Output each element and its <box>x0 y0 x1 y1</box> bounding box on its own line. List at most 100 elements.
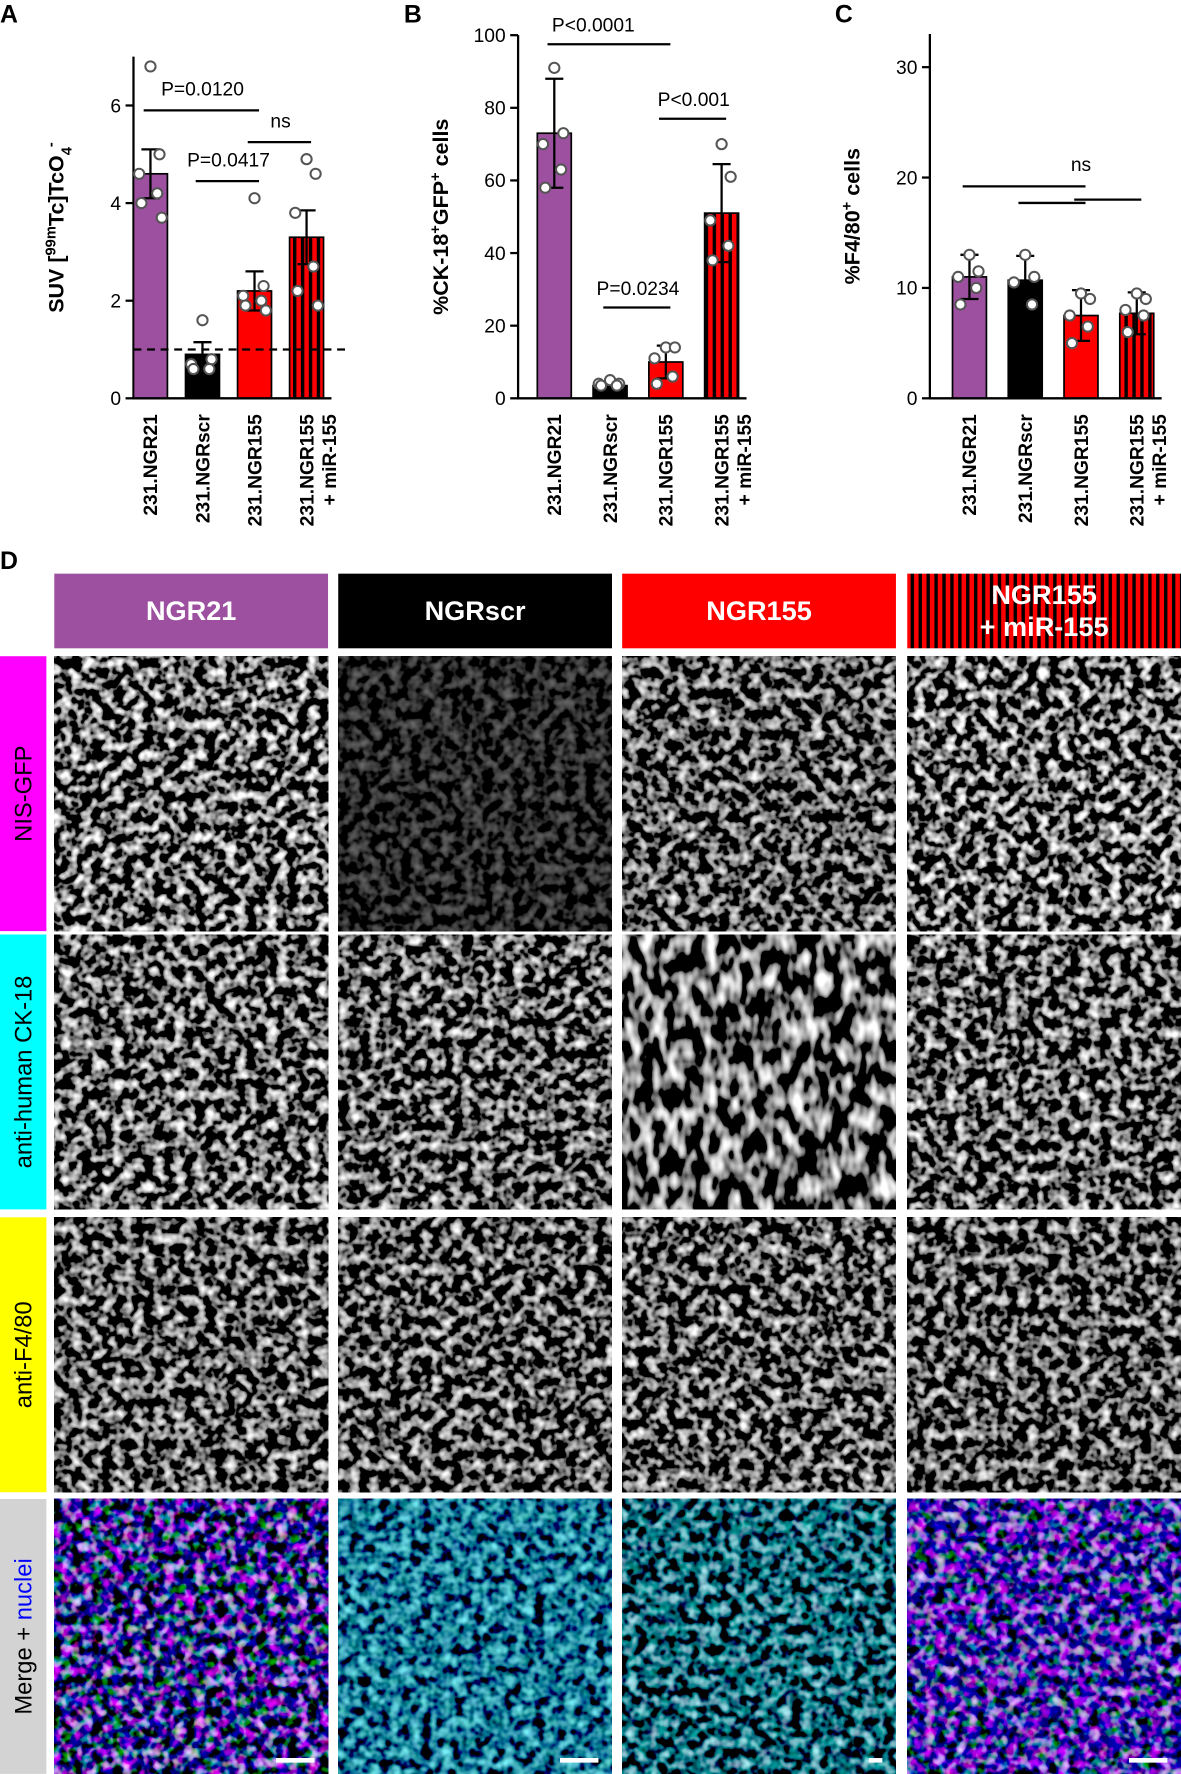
x-tick-label: 231.NGR155 <box>297 414 318 526</box>
data-point <box>536 138 550 151</box>
column-header <box>622 573 896 649</box>
y-axis-label-part: %CK-18 <box>429 234 453 315</box>
data-point <box>203 362 216 376</box>
data-point <box>650 377 663 390</box>
data-point <box>1081 320 1094 333</box>
micrograph-texture <box>622 1217 896 1493</box>
y-tick-label: 10 <box>896 279 917 300</box>
row-header-label-part: anti-human CK-18 <box>11 976 38 1169</box>
data-point <box>668 341 681 354</box>
data-point <box>309 167 322 180</box>
y-tick-label: 80 <box>484 99 505 120</box>
data-point <box>248 192 261 205</box>
y-axis-label-part: cells <box>429 119 453 173</box>
column-header-label: NGR155 <box>706 595 812 626</box>
data-point <box>548 61 561 74</box>
data-point <box>205 353 218 366</box>
data-point <box>557 127 570 140</box>
y-axis-label-part: cells <box>841 148 865 202</box>
x-tick-label: 231.NGR155 <box>1072 414 1093 526</box>
micrograph-texture <box>54 1217 329 1493</box>
data-point <box>187 362 200 376</box>
y-tick-label: 40 <box>484 244 505 265</box>
micrograph-texture <box>54 1498 329 1774</box>
micrograph-texture <box>907 934 1181 1210</box>
micrograph-texture <box>338 1498 612 1774</box>
micrograph-texture <box>54 934 329 1210</box>
data-point <box>648 352 661 365</box>
data-point <box>594 379 608 392</box>
y-tick-label: 30 <box>896 58 917 79</box>
data-point <box>135 196 148 210</box>
y-tick-label: 2 <box>110 291 121 312</box>
data-point <box>307 260 320 273</box>
data-point <box>257 279 270 293</box>
x-tick-label: 231.NGR21 <box>141 414 162 516</box>
micrograph-texture <box>907 1498 1181 1774</box>
x-tick-label: 231.NGR155 <box>1128 414 1149 526</box>
data-point <box>1121 325 1134 339</box>
data-point <box>704 214 717 227</box>
x-tick-label: + miR-155 <box>1150 414 1171 506</box>
data-point <box>1019 248 1032 261</box>
y-axis-label-part: %F4/80 <box>841 210 865 284</box>
data-point <box>715 138 728 151</box>
panel-label: D <box>0 547 18 575</box>
row-header-label: NIS-GFP <box>11 746 38 842</box>
data-point <box>1130 287 1143 300</box>
data-point <box>954 298 967 311</box>
y-axis-label-part: 4 <box>59 146 75 155</box>
data-point <box>289 206 302 219</box>
y-tick-label: 6 <box>110 96 121 117</box>
column-header-label: + miR-155 <box>980 611 1109 642</box>
micrograph-texture <box>54 656 329 932</box>
data-point <box>724 170 737 183</box>
data-point <box>963 248 976 261</box>
y-tick-label: 20 <box>484 316 505 337</box>
micrograph-texture <box>338 1217 612 1493</box>
micrograph-texture <box>622 1498 896 1774</box>
data-point <box>1065 337 1079 350</box>
annotation: P<0.0001 <box>552 16 635 37</box>
micrograph-texture <box>907 1217 1181 1493</box>
bar <box>132 172 169 400</box>
x-tick-label: 231.NGR21 <box>960 414 981 516</box>
row-header <box>0 1217 47 1493</box>
x-tick-label: + miR-155 <box>320 414 341 506</box>
data-point <box>239 299 252 312</box>
data-point <box>970 281 983 295</box>
annotation: ns <box>1071 155 1091 176</box>
data-point <box>151 187 164 200</box>
y-axis-label: %CK-18+GFP+ cells <box>428 119 453 315</box>
panel-label: A <box>0 1 18 29</box>
data-point <box>255 294 268 307</box>
data-point <box>1063 309 1076 322</box>
column-header-label: NGR21 <box>146 595 236 626</box>
micrograph-texture <box>622 934 896 1210</box>
x-tick-label: 231.NGRscr <box>1016 414 1037 523</box>
data-point <box>153 148 166 161</box>
row-header-label-part: nuclei <box>11 1558 38 1620</box>
column-header-label: NGR155 <box>991 579 1097 610</box>
data-point <box>311 299 324 312</box>
data-point <box>666 370 679 383</box>
y-axis-label-part: 99m <box>43 226 59 255</box>
annotation: ns <box>270 111 290 132</box>
x-tick-label: 231.NGRscr <box>193 414 214 523</box>
annotation: P=0.0234 <box>597 279 680 300</box>
y-axis-label: SUV [99mTc]TcO4- <box>43 142 75 313</box>
y-axis-label-part: + <box>428 172 444 181</box>
micrograph-texture <box>338 934 612 1210</box>
column-header <box>54 573 329 649</box>
data-point <box>1074 287 1088 300</box>
row-header-label: anti-F4/80 <box>11 1301 38 1408</box>
data-point <box>1028 270 1041 284</box>
y-tick-label: 20 <box>896 168 917 189</box>
data-point <box>155 211 168 224</box>
column-header <box>338 573 612 649</box>
column-header <box>907 573 1181 649</box>
data-point <box>133 167 146 180</box>
y-tick-label: 0 <box>495 389 506 410</box>
panel-label: B <box>404 1 422 29</box>
data-point <box>237 289 250 302</box>
